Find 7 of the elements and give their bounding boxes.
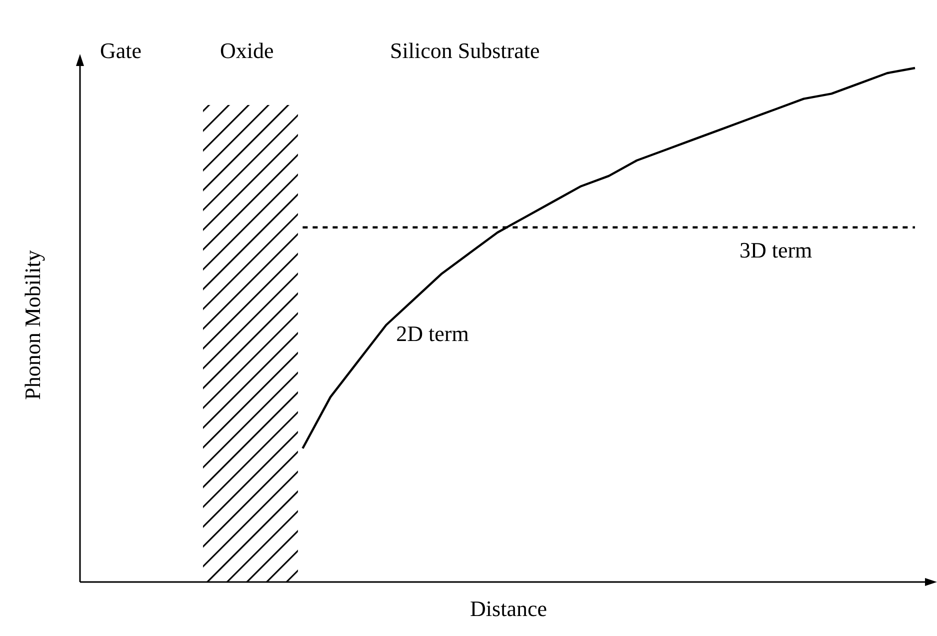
series-label: 3D term — [739, 237, 812, 262]
text: Gate — [100, 38, 142, 63]
series-label: 2D term — [396, 321, 469, 346]
y-axis-title: Phonon Mobility — [20, 250, 45, 400]
text: Oxide — [220, 38, 274, 63]
x-axis-title: Distance — [470, 596, 547, 621]
text: Silicon Substrate — [390, 38, 540, 63]
